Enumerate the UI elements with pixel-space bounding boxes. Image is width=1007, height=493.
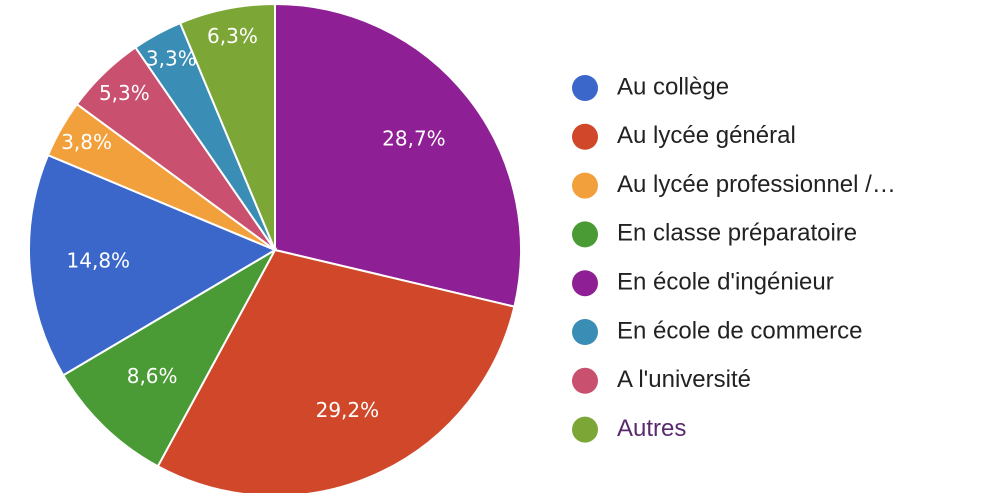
- pie-slice: [28, 153, 278, 377]
- pie-slice: [156, 248, 516, 493]
- slice-label: 5,3%: [99, 81, 150, 105]
- legend-label: Au collège: [617, 73, 729, 100]
- legend-marker: [572, 367, 598, 394]
- slice-label: 28,7%: [382, 127, 446, 151]
- legend-label: Autres: [617, 415, 686, 442]
- legend-marker: [572, 75, 598, 101]
- slice-label: 6,3%: [207, 24, 258, 48]
- legend-marker: [572, 172, 598, 199]
- legend-label: Au lycée général: [617, 122, 796, 149]
- pie-slice: [178, 2, 276, 251]
- legend-marker: [572, 270, 598, 297]
- legend-label: En école de commerce: [617, 317, 862, 344]
- legend-label: En classe préparatoire: [617, 220, 857, 247]
- legend-label: A l'université: [617, 366, 751, 393]
- slice-label: 3,3%: [146, 46, 197, 70]
- legend-marker: [572, 416, 598, 443]
- legend-marker: [572, 221, 598, 248]
- legend-marker: [572, 319, 598, 345]
- slice-label: 3,8%: [61, 130, 112, 154]
- slice-label: 29,2%: [316, 398, 380, 422]
- legend-label: En école d'ingénieur: [617, 269, 834, 296]
- legend-label: Au lycée professionnel /…: [617, 171, 896, 198]
- pie-slice: [61, 247, 278, 468]
- slice-label: 14,8%: [67, 249, 131, 273]
- pie-slice: [274, 2, 522, 308]
- legend-marker: [572, 123, 598, 150]
- slice-label: 8,6%: [127, 364, 178, 388]
